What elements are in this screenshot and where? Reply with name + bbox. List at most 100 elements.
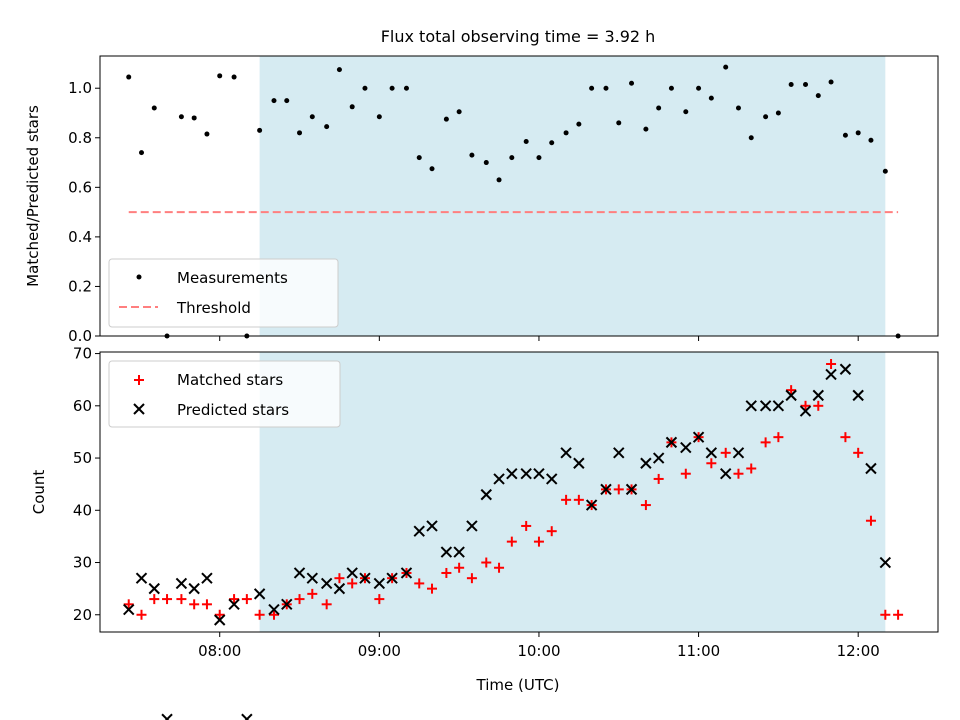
predicted-stars-point bbox=[825, 368, 837, 381]
measurements-point bbox=[788, 81, 794, 87]
matched-stars-point bbox=[466, 573, 477, 584]
predicted-stars-point bbox=[386, 572, 398, 584]
legend-matched-label: Matched stars bbox=[177, 371, 283, 389]
predicted-stars-point bbox=[585, 499, 598, 511]
predicted-stars-point bbox=[865, 462, 877, 475]
legend-measurements-marker bbox=[136, 274, 142, 280]
measurements-point bbox=[723, 64, 729, 70]
matched-stars-point bbox=[441, 567, 452, 578]
matched-stars-point bbox=[865, 515, 876, 526]
matched-stars-point bbox=[826, 359, 837, 370]
predicted-stars-point bbox=[268, 603, 280, 616]
predicted-stars-point bbox=[333, 582, 346, 595]
counts-y-ticks: 20 30 40 50 60 70 bbox=[73, 345, 100, 624]
counts-series bbox=[123, 359, 904, 720]
y-tick-label: 0.6 bbox=[68, 178, 92, 196]
ratio-x-ticks bbox=[219, 336, 859, 341]
matched-stars-point bbox=[414, 578, 425, 589]
matched-stars-point bbox=[786, 385, 797, 396]
measurements-point bbox=[271, 98, 277, 104]
predicted-stars-point bbox=[652, 452, 665, 464]
measurements-point bbox=[563, 130, 569, 136]
predicted-stars-point bbox=[640, 457, 652, 469]
predicted-stars-point bbox=[426, 520, 438, 532]
matched-stars-point bbox=[241, 594, 252, 605]
y-tick-label: 60 bbox=[73, 397, 92, 415]
measurements-point bbox=[126, 74, 132, 80]
matched-stars-point bbox=[853, 447, 864, 458]
predicted-stars-point bbox=[201, 572, 213, 584]
predicted-stars-point bbox=[135, 572, 148, 584]
predicted-stars-point bbox=[506, 468, 518, 480]
measurements-point bbox=[443, 116, 449, 122]
matched-stars-point bbox=[254, 609, 265, 620]
predicted-stars-point bbox=[346, 567, 358, 579]
predicted-stars-point bbox=[373, 577, 386, 590]
matched-stars-point bbox=[561, 494, 572, 505]
counts-shaded-span bbox=[259, 352, 886, 632]
measurements-point bbox=[656, 105, 662, 111]
predicted-stars-point bbox=[812, 389, 824, 402]
measurements-point bbox=[456, 109, 462, 115]
measurements-point bbox=[416, 155, 422, 161]
predicted-stars-point bbox=[573, 457, 585, 469]
predicted-stars-point bbox=[732, 447, 745, 459]
predicted-stars-point bbox=[759, 400, 772, 412]
matched-stars-point bbox=[720, 447, 731, 458]
measurements-point bbox=[191, 115, 197, 121]
matched-stars-point bbox=[229, 594, 240, 605]
matched-stars-point bbox=[189, 599, 200, 610]
measurements-point bbox=[683, 109, 689, 115]
matched-stars-point bbox=[506, 536, 517, 547]
measurements-point bbox=[151, 105, 157, 111]
measurements-point bbox=[429, 166, 435, 172]
predicted-stars-point bbox=[785, 389, 797, 402]
y-tick-label: 0.8 bbox=[68, 129, 92, 147]
predicted-stars-point bbox=[625, 483, 638, 496]
ratio-y-ticks: 0.0 0.2 0.4 0.6 0.8 1.0 bbox=[68, 79, 100, 345]
matched-stars-point bbox=[733, 468, 744, 479]
matched-stars-point bbox=[893, 609, 904, 620]
measurements-point bbox=[748, 135, 754, 141]
measurements-point bbox=[362, 85, 368, 91]
predicted-stars-point bbox=[306, 572, 319, 584]
y-tick-label: 0.2 bbox=[68, 277, 92, 295]
x-tick-label: 08:00 bbox=[198, 642, 241, 660]
legend-threshold-label: Threshold bbox=[176, 299, 251, 317]
measurements-point bbox=[589, 85, 595, 91]
measurements-point bbox=[496, 177, 502, 183]
y-tick-label: 20 bbox=[73, 606, 92, 624]
y-tick-label: 50 bbox=[73, 449, 92, 467]
matched-stars-point bbox=[334, 573, 345, 584]
x-tick-label: 09:00 bbox=[358, 642, 401, 660]
measurements-point bbox=[868, 137, 874, 143]
predicted-stars-point bbox=[253, 588, 266, 600]
matched-stars-point bbox=[214, 609, 225, 620]
measurements-point bbox=[708, 95, 714, 101]
measurements-point bbox=[389, 85, 395, 91]
predicted-stars-point bbox=[480, 488, 492, 501]
predicted-stars-point bbox=[680, 441, 692, 454]
predicted-stars-point bbox=[839, 363, 852, 375]
matched-stars-point bbox=[880, 609, 891, 620]
y-tick-label: 0.0 bbox=[68, 327, 92, 345]
matched-stars-point bbox=[813, 400, 824, 411]
matched-stars-point bbox=[176, 594, 187, 605]
matched-stars-point bbox=[546, 526, 557, 537]
ratio-shaded-span bbox=[259, 56, 886, 336]
matched-stars-point bbox=[454, 562, 465, 573]
measurements-point bbox=[231, 74, 237, 80]
matched-stars-point bbox=[800, 400, 811, 411]
matched-stars-point bbox=[268, 609, 279, 620]
predicted-stars-point bbox=[705, 447, 718, 459]
measurements-point bbox=[349, 104, 355, 110]
y-tick-label: 40 bbox=[73, 501, 92, 519]
predicted-stars-point bbox=[241, 713, 253, 720]
ratio-legend-box bbox=[108, 258, 339, 328]
predicted-stars-point bbox=[533, 468, 545, 480]
predicted-stars-point bbox=[692, 431, 705, 443]
counts-y-axis-label: Count bbox=[30, 470, 48, 515]
measurements-point bbox=[616, 120, 622, 126]
measurements-point bbox=[469, 152, 475, 158]
matched-stars-point bbox=[347, 578, 358, 589]
